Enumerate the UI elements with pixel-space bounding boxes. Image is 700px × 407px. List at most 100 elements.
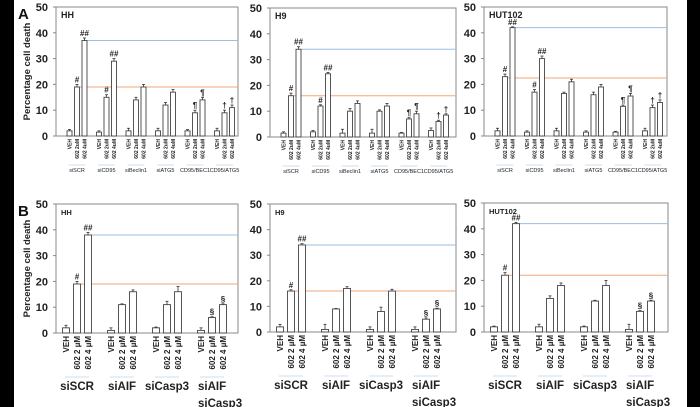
significance-mark: # (318, 96, 323, 105)
bar-label: 602 4uM (230, 139, 236, 159)
bar-label: VEH (186, 139, 192, 150)
bar-label: VEH (127, 139, 133, 150)
plot-frame (483, 202, 669, 333)
y-tick-label: 10 (36, 302, 48, 314)
group-label: siCD95 (525, 168, 543, 174)
bar (512, 223, 520, 333)
bar-label: 602 4uM (540, 139, 546, 159)
bar-label: VEH (366, 335, 375, 352)
bar (561, 92, 567, 137)
significance-mark: ## (298, 235, 307, 244)
bar (208, 317, 216, 334)
y-tick-label: 50 (464, 2, 476, 14)
significance-mark: # (503, 264, 508, 273)
bar (539, 58, 545, 137)
bar (636, 310, 644, 333)
bar-label: VEH (411, 335, 420, 352)
bar (627, 95, 634, 137)
bar-label: 602 4 µM (219, 336, 228, 370)
bar-label: 602 2 µM (118, 336, 127, 370)
significance-mark: ## (294, 38, 303, 47)
y-tick-label: 20 (36, 79, 48, 91)
significance-mark: § (649, 291, 654, 300)
group-label: CD95/ATG5 (424, 169, 454, 175)
group-label: siATG5 (371, 169, 389, 175)
bar-label: 602 2 µM (208, 336, 217, 370)
y-tick-label: 10 (464, 105, 476, 117)
significance-mark: ## (110, 50, 119, 59)
significance-mark: ## (512, 213, 521, 222)
plot-frame (269, 7, 457, 138)
bar (163, 304, 171, 334)
significance-mark: # (503, 65, 508, 74)
bar-label: 602 4uM (511, 139, 517, 159)
bar-label: VEH (580, 335, 589, 352)
bar-label: 602 2uM (348, 140, 354, 160)
significance-mark: † (230, 96, 234, 105)
y-tick-label: 30 (250, 55, 262, 67)
significance-mark: § (424, 309, 429, 318)
bar (602, 285, 610, 333)
y-tick-label: 0 (470, 131, 476, 143)
bar-label: 602 4uM (142, 139, 148, 159)
figure-canvas: A HH 0 10 20 30 40 50 Percentage cell death VEH #6… (14, 0, 687, 407)
bar-label: 602 4 µM (512, 335, 521, 369)
bar (184, 130, 191, 137)
bar-label: VEH (400, 140, 406, 151)
bar-label: 602 2 µM (287, 335, 296, 369)
bar-label: 602 4uM (444, 140, 450, 160)
y-tick-label: 50 (36, 199, 48, 211)
bar-label: VEH (535, 335, 544, 352)
bar-label: 602 2 µM (636, 335, 645, 369)
bar-label: VEH (490, 335, 499, 352)
significance-mark: § (210, 308, 215, 317)
bar-label: VEH (107, 336, 116, 353)
bar-label: 602 4 µM (388, 335, 397, 369)
significance-mark: # (289, 281, 294, 290)
bar (428, 130, 434, 138)
significance-mark: § (221, 295, 226, 304)
panel-title: H9 (275, 208, 285, 217)
bar-label: 602 4 µM (343, 335, 352, 369)
bar-label: 602 2uM (223, 139, 229, 159)
bar-label: VEH (429, 140, 435, 151)
bar-label: 602 2uM (75, 139, 81, 159)
bar-label: 602 2uM (407, 140, 413, 160)
bar-label: VEH (152, 336, 161, 353)
y-tick-label: 30 (250, 250, 262, 262)
bar (96, 131, 102, 137)
group-label: CD95/BEC1 (608, 168, 638, 174)
bar (531, 91, 538, 137)
bar-label: 602 4 µM (433, 335, 442, 369)
bar-label: 602 4uM (171, 139, 177, 159)
bar (443, 114, 449, 138)
bar-label: VEH (276, 335, 285, 352)
group-label: siAIF (108, 381, 136, 393)
significance-mark: ## (80, 29, 89, 38)
bar-label: VEH (197, 336, 206, 353)
bar (413, 113, 420, 138)
chart-panel-3: HUT102 0 10 20 30 40 50 VEH #602 2uM ## 602 4uM siS… (464, 2, 668, 174)
bar (642, 130, 648, 137)
bar (73, 283, 81, 334)
bar-label: 602 2uM (134, 139, 140, 159)
chart-panel-5: H9 0 10 20 30 40 50 VEH #602 2 µM ## 602 4 µM siSCR… (250, 199, 457, 407)
bar (590, 94, 597, 137)
significance-mark: † (222, 101, 226, 110)
bar-label: VEH (97, 139, 103, 150)
bar (332, 308, 340, 333)
y-tick-label: 30 (464, 54, 476, 66)
significance-mark: ## (508, 18, 517, 27)
bar-label: 602 2uM (503, 139, 509, 159)
significance-mark: § (435, 299, 440, 308)
bar-label: VEH (614, 139, 620, 150)
bar-label: 602 2 µM (501, 335, 510, 369)
bar-label: 602 2uM (193, 139, 199, 159)
bar (580, 326, 588, 333)
bar (125, 130, 132, 137)
bar (422, 318, 430, 333)
bar (369, 132, 375, 138)
bar (298, 244, 306, 333)
bar (612, 131, 619, 137)
bar-label: 602 2uM (562, 139, 568, 159)
